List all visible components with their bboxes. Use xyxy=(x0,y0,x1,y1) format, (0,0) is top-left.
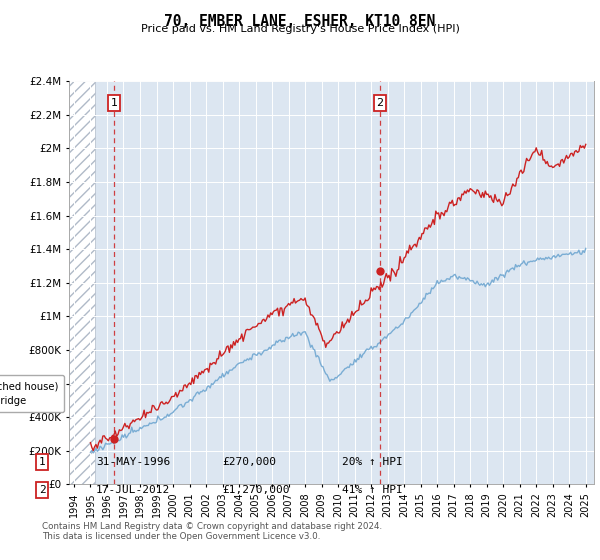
Text: Price paid vs. HM Land Registry's House Price Index (HPI): Price paid vs. HM Land Registry's House … xyxy=(140,24,460,34)
Bar xyxy=(69,81,95,484)
Text: 41% ↑ HPI: 41% ↑ HPI xyxy=(342,485,403,495)
Text: Contains HM Land Registry data © Crown copyright and database right 2024.
This d: Contains HM Land Registry data © Crown c… xyxy=(42,522,382,542)
Text: £1,270,000: £1,270,000 xyxy=(222,485,290,495)
Text: £270,000: £270,000 xyxy=(222,457,276,467)
Text: 2: 2 xyxy=(376,98,383,108)
Text: 1: 1 xyxy=(38,457,46,467)
Legend: 70, EMBER LANE, ESHER, KT10 8EN (detached house), HPI: Average price, detached h: 70, EMBER LANE, ESHER, KT10 8EN (detache… xyxy=(0,375,64,412)
Text: 17-JUL-2012: 17-JUL-2012 xyxy=(96,485,170,495)
Text: 1: 1 xyxy=(110,98,118,108)
Text: 2: 2 xyxy=(38,485,46,495)
Text: 70, EMBER LANE, ESHER, KT10 8EN: 70, EMBER LANE, ESHER, KT10 8EN xyxy=(164,14,436,29)
Text: 20% ↑ HPI: 20% ↑ HPI xyxy=(342,457,403,467)
Text: 31-MAY-1996: 31-MAY-1996 xyxy=(96,457,170,467)
